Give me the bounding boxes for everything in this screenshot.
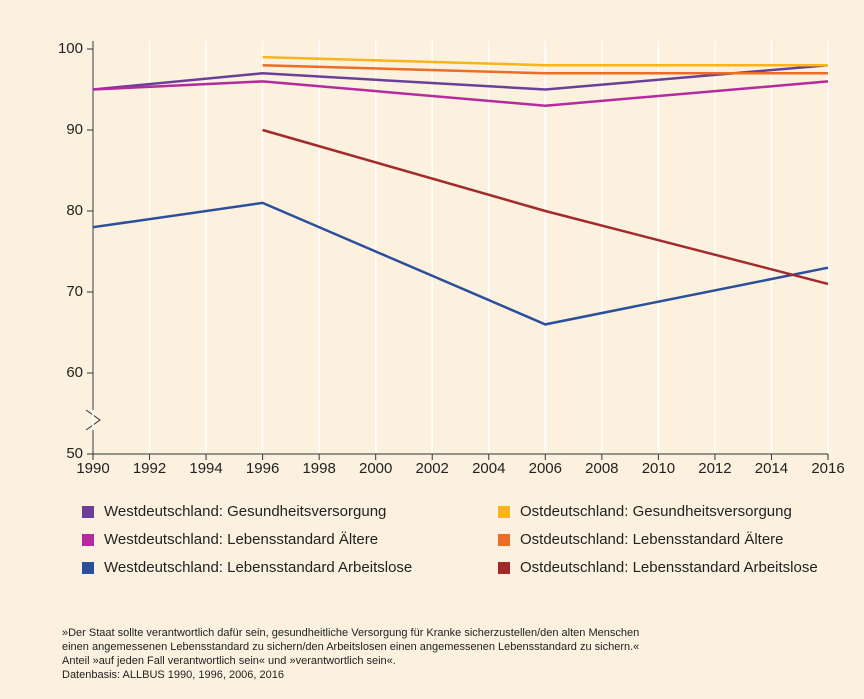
x-tick-label: 1994 [189,460,222,477]
x-tick-label: 2010 [642,460,675,477]
x-tick-label: 2012 [698,460,731,477]
legend-label: Ostdeutschland: Lebensstandard Arbeitslo… [520,559,818,576]
y-tick-label: 60 [66,364,83,381]
series-line [262,55,828,67]
legend-swatch [498,534,510,546]
legend-label: Ostdeutschland: Lebensstandard Ältere [520,531,784,548]
x-tick-label: 1990 [76,460,109,477]
legend-swatch [82,562,94,574]
legend-swatch [498,562,510,574]
footnote: Datenbasis: ALLBUS 1990, 1996, 2006, 201… [62,669,284,681]
legend-swatch [82,506,94,518]
series-line [262,128,829,286]
axis-break [85,409,101,431]
x-tick-label: 2016 [811,460,844,477]
x-tick-label: 2002 [416,460,449,477]
x-tick-label: 1998 [302,460,335,477]
x-tick-label: 2000 [359,460,392,477]
x-tick-label: 2004 [472,460,505,477]
y-tick-label: 80 [66,202,83,219]
legend-label: Ostdeutschland: Gesundheitsversorgung [520,503,792,520]
x-tick-label: 1992 [133,460,166,477]
legend-label: Westdeutschland: Lebensstandard Arbeitsl… [104,559,412,576]
legend-label: Westdeutschland: Gesundheitsversorgung [104,503,386,520]
footnote: »Der Staat sollte verantwortlich dafür s… [62,627,639,639]
x-tick-label: 2014 [755,460,788,477]
legend-label: Westdeutschland: Lebensstandard Ältere [104,531,378,548]
series-line [92,201,829,326]
series-line [92,80,829,107]
x-tick-label: 2008 [585,460,618,477]
footnote: Anteil »auf jeden Fall verantwortlich se… [62,655,396,667]
legend-swatch [498,506,510,518]
y-tick-label: 70 [66,283,83,300]
y-tick-label: 100 [58,40,83,57]
y-tick-label: 50 [66,445,83,462]
series-line [92,63,829,91]
x-tick-label: 2006 [529,460,562,477]
y-tick-label: 90 [66,121,83,138]
series-line [262,63,828,75]
x-tick-label: 1996 [246,460,279,477]
footnote: einen angemessenen Lebensstandard zu sic… [62,641,639,653]
legend-swatch [82,534,94,546]
